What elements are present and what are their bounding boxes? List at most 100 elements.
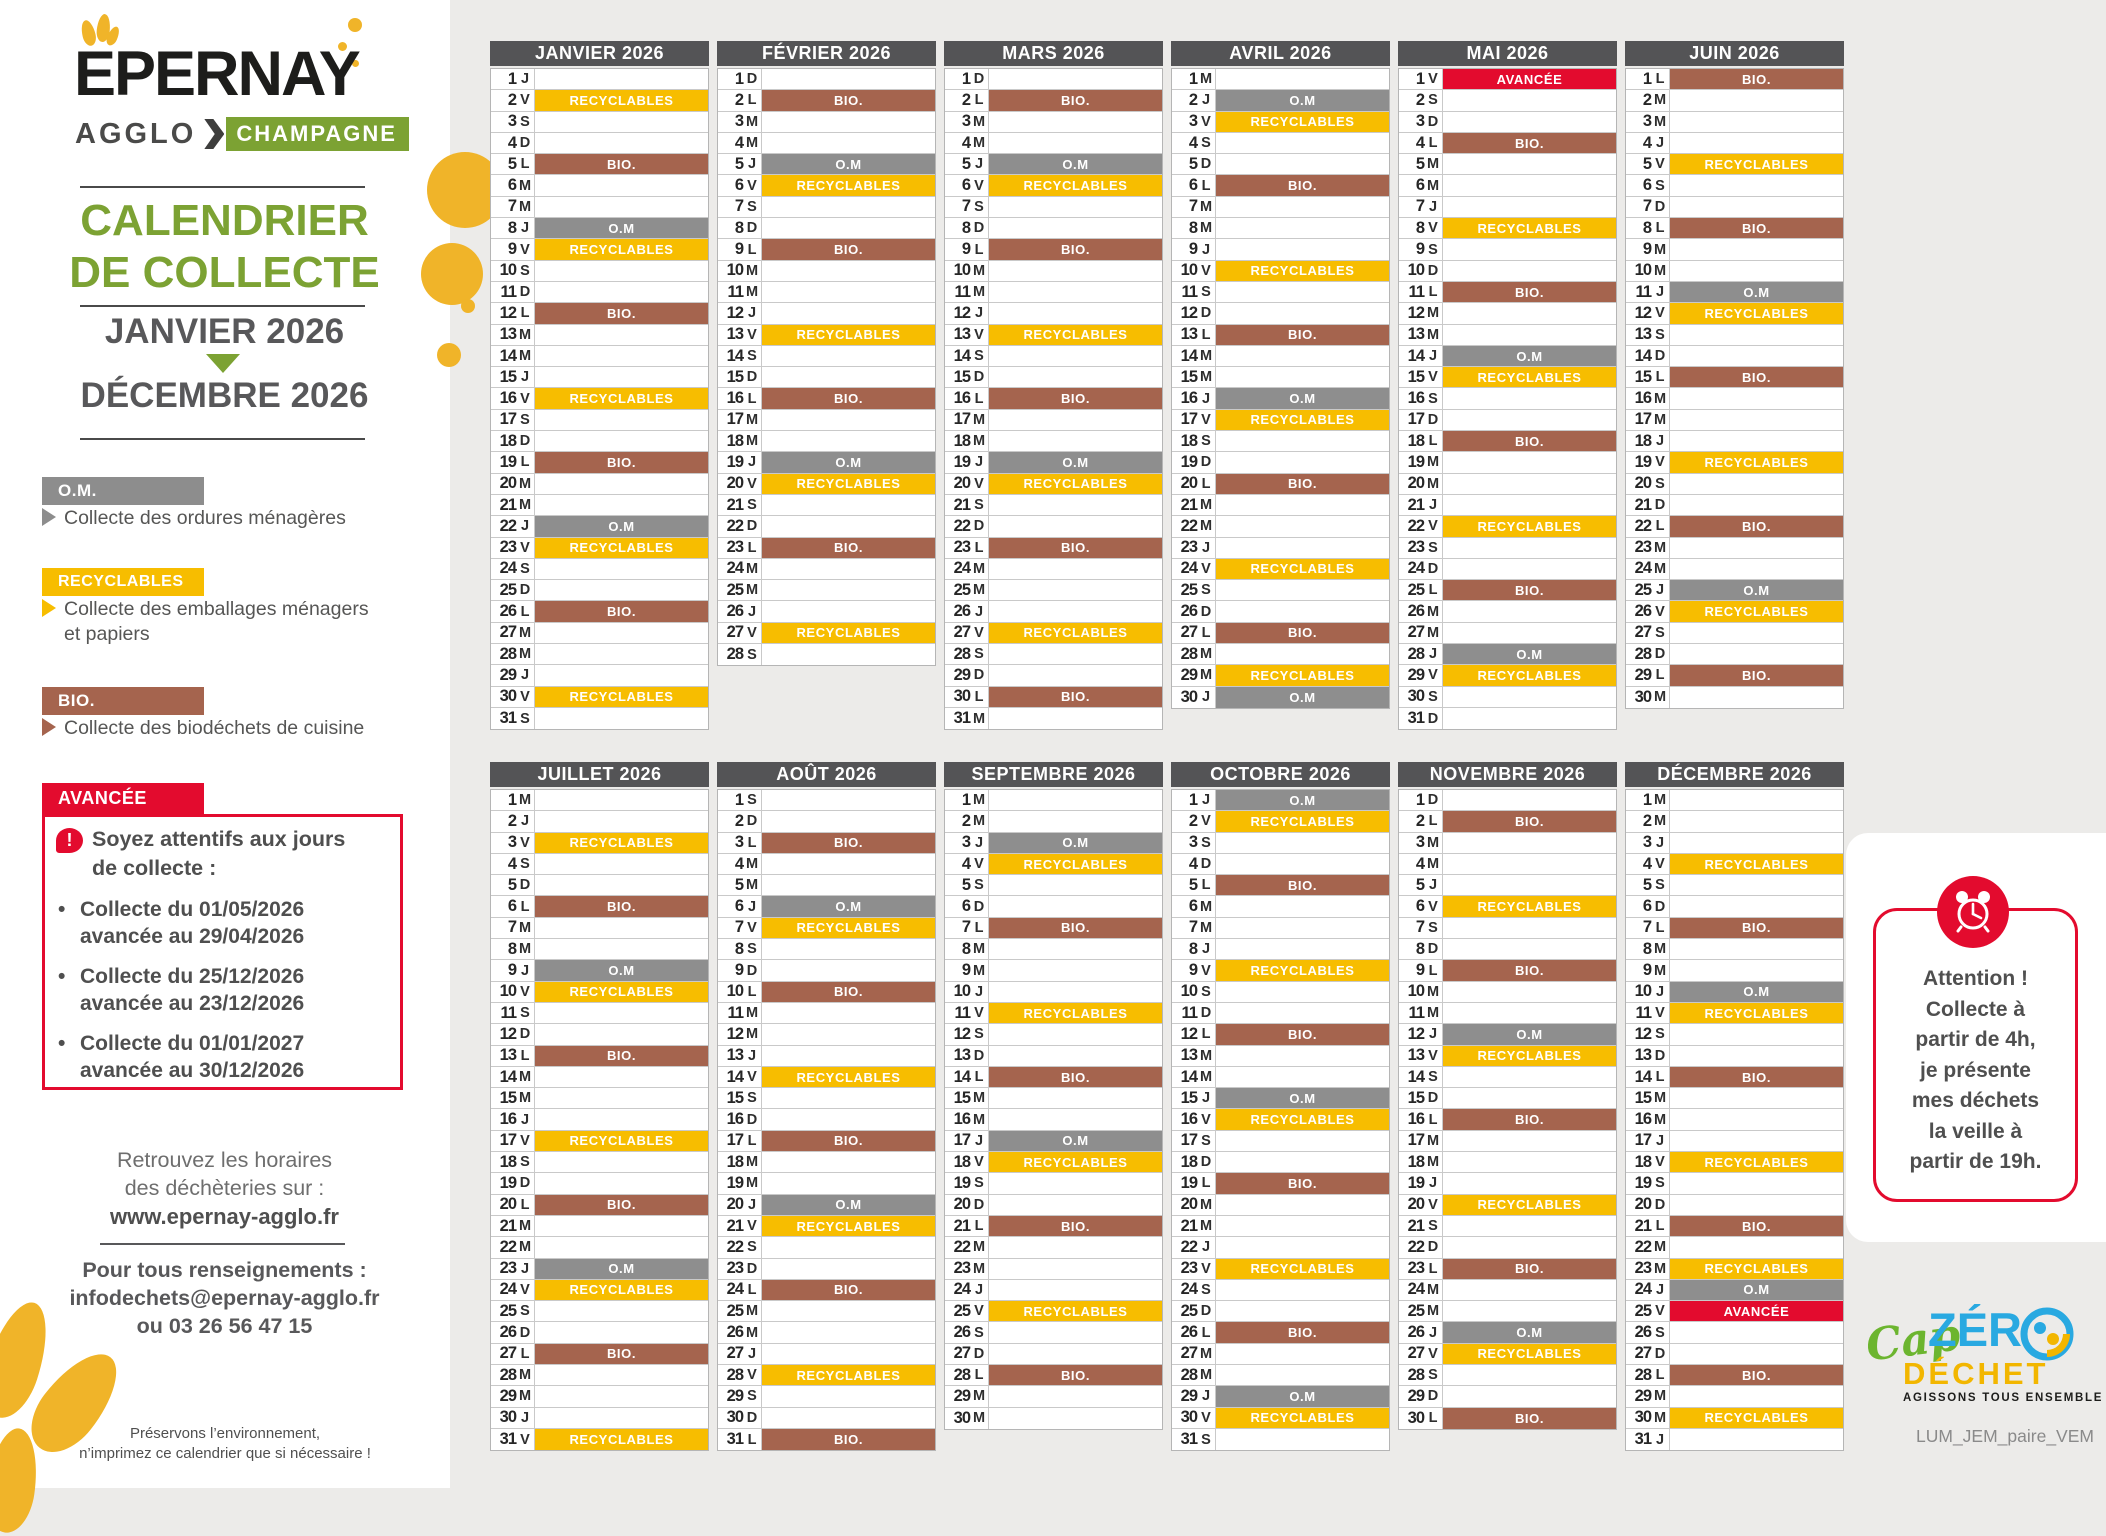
day-row: 14 L BIO. <box>1626 1066 1843 1089</box>
advisory-bullet: • Collecte du 01/05/2026 avancée au 29/04… <box>58 896 388 950</box>
bullet-line1: • Collecte du 01/05/2026 <box>58 896 388 923</box>
day-letter: M <box>745 1005 759 1022</box>
day-number: 8 <box>507 218 517 237</box>
day-cell: 26 M <box>1399 601 1443 622</box>
day-letter: J <box>1655 1281 1665 1298</box>
day-cell: 27 D <box>1626 1343 1670 1365</box>
collection-band-om: O.M <box>1670 981 1843 1002</box>
day-cell: 14 S <box>945 345 989 367</box>
day-cell: 29 V <box>1399 665 1443 686</box>
day-cell: 20 M <box>1399 473 1443 494</box>
day-cell: 21 V <box>718 1215 762 1237</box>
collection-band-bio: BIO. <box>535 1343 708 1365</box>
day-number: 20 <box>953 474 971 493</box>
arrow-down-icon <box>206 354 240 373</box>
day-row: 21 L BIO. <box>1626 1215 1843 1238</box>
day-number: 3 <box>507 833 517 852</box>
day-cell: 29 D <box>945 665 989 686</box>
collection-band-bio: BIO. <box>1443 1258 1616 1279</box>
day-letter: L <box>520 898 530 915</box>
collection-band-om: O.M <box>535 218 708 239</box>
day-row: 31 L BIO. <box>718 1428 935 1451</box>
day-letter: J <box>1201 241 1211 258</box>
day-letter: V <box>1655 156 1665 173</box>
day-number: 31 <box>1407 709 1425 728</box>
day-letter: J <box>520 220 530 237</box>
day-number: 13 <box>726 325 744 344</box>
day-cell: 25 J <box>1626 580 1670 601</box>
website-link[interactable]: www.epernay-agglo.fr <box>109 1204 339 1229</box>
day-letter: S <box>747 792 757 809</box>
day-cell: 12 L <box>491 303 535 324</box>
empty-day-band <box>762 346 935 366</box>
day-number: 11 <box>1181 282 1198 301</box>
eco-note-line2: n’imprimez ce calendrier que si nécessai… <box>79 1445 371 1462</box>
collection-band-label: RECYCLABLES <box>1023 1303 1128 1319</box>
month-body: 1 L BIO. 2 M 3 M 4 J 5 V RECYCLABLES 6 S 7 D 8 L BIO. 9 M 10 M… <box>1625 68 1844 709</box>
collection-band-label: O.M <box>1062 454 1089 470</box>
day-letter: M <box>1426 1005 1440 1022</box>
day-letter: V <box>974 1005 984 1022</box>
day-number: 30 <box>499 687 517 706</box>
collection-band-rec: RECYCLABLES <box>1670 1152 1843 1173</box>
day-letter: J <box>974 834 984 851</box>
day-row: 25 D <box>491 580 708 602</box>
day-row: 20 M <box>491 473 708 495</box>
empty-day-band <box>1670 474 1843 494</box>
month-header: SEPTEMBRE 2026 <box>944 762 1163 787</box>
day-number: 27 <box>1634 623 1652 642</box>
collection-band-rec: RECYCLABLES <box>1670 1407 1843 1428</box>
day-row: 10 L BIO. <box>718 981 935 1003</box>
day-number: 28 <box>1407 1365 1425 1384</box>
empty-day-band <box>1216 1429 1389 1450</box>
day-cell: 30 L <box>1399 1407 1443 1429</box>
collection-band-label: BIO. <box>1287 1175 1318 1191</box>
day-letter: M <box>745 135 759 152</box>
collection-band-label: RECYCLABLES <box>1250 1112 1355 1128</box>
hours-line2: des déchèteries sur : <box>124 1176 325 1200</box>
day-row: 27 V RECYCLABLES <box>718 622 935 645</box>
day-number: 6 <box>1188 176 1198 195</box>
collection-band-bio: BIO. <box>1216 1322 1389 1343</box>
day-row: 17 M <box>945 409 1162 432</box>
empty-day-band <box>762 1046 935 1066</box>
day-letter: J <box>1655 284 1665 301</box>
empty-day-band <box>1670 1109 1843 1129</box>
day-number: 9 <box>1415 961 1425 980</box>
day-number: 2 <box>1642 90 1652 109</box>
day-row: 26 S <box>1626 1322 1843 1344</box>
month-calendar: NOVEMBRE 2026 1 D 2 L BIO. 3 M 4 M 5 J 6 V RECYCLABLES… <box>1398 762 1617 1451</box>
day-letter: D <box>519 284 531 301</box>
empty-day-band <box>762 1301 935 1321</box>
day-row: 22 D <box>1399 1237 1616 1259</box>
day-letter: M <box>1426 1303 1440 1320</box>
day-row: 27 J <box>718 1343 935 1366</box>
empty-day-band <box>989 1088 1162 1108</box>
day-number: 6 <box>734 176 744 195</box>
day-number: 30 <box>953 1408 971 1427</box>
day-letter: L <box>1428 1260 1438 1277</box>
day-row: 12 S <box>945 1024 1162 1046</box>
day-row: 19 S <box>945 1173 1162 1195</box>
day-number: 20 <box>726 1195 744 1214</box>
month-calendar: FÉVRIER 2026 1 D 2 L BIO. 3 M 4 M 5 J O.M 6 V RECYCLABL… <box>717 41 936 730</box>
day-row: 26 J O.M <box>1399 1322 1616 1344</box>
collection-band-rec: RECYCLABLES <box>1670 1002 1843 1024</box>
day-cell: 12 M <box>718 1024 762 1045</box>
day-letter: V <box>747 475 757 492</box>
day-row: 14 S <box>1399 1066 1616 1089</box>
day-cell: 30 M <box>1626 686 1670 708</box>
day-cell: 22 D <box>1399 1237 1443 1258</box>
day-cell: 14 J <box>1399 345 1443 367</box>
email-link[interactable]: infodechets@epernay-agglo.fr <box>69 1286 380 1310</box>
day-letter: M <box>745 262 759 279</box>
day-letter: M <box>972 560 986 577</box>
